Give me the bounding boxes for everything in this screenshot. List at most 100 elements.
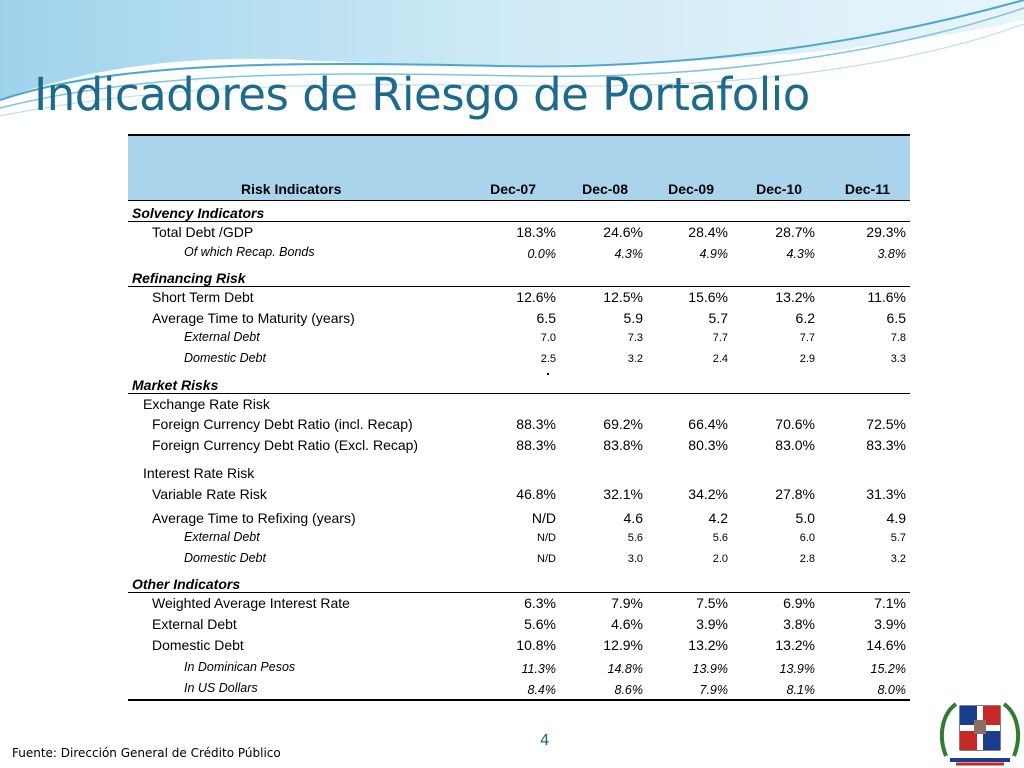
table-cell: 46.8%: [516, 485, 556, 502]
row-label: Interest Rate Risk: [143, 465, 255, 482]
header-risk-indicators: Risk Indicators: [241, 181, 342, 197]
table-cell: 3.9%: [874, 615, 906, 632]
table-cell: 88.3%: [516, 416, 556, 433]
table-cell: 18.3%: [516, 224, 556, 240]
table-header-row: Risk Indicators Dec-07 Dec-08 Dec-09 Dec…: [128, 136, 910, 201]
table-cell: 4.3%: [786, 246, 816, 261]
table-cell: 12.6%: [516, 289, 556, 306]
table-cell: 6.5: [886, 309, 906, 326]
header-wave-banner: [0, 0, 1024, 117]
table-cell: 3.3: [890, 352, 906, 365]
table-row: Domestic Debt N/D 3.0 2.0 2.8 3.2: [128, 549, 910, 570]
row-label: Average Time to Maturity (years): [152, 309, 355, 326]
source-footnote: Fuente: Dirección General de Crédito Púb…: [12, 746, 281, 760]
table-row: Domestic Debt 2.5 3.2 2.4 2.9 3.3: [128, 349, 910, 370]
table-row: External Debt N/D 5.6 5.6 6.0 5.7: [128, 528, 910, 549]
table-cell: 4.3%: [614, 246, 644, 261]
row-label: Of which Recap. Bonds: [184, 244, 315, 259]
table-cell: 5.6: [627, 532, 643, 545]
table-cell: 3.8%: [783, 615, 815, 632]
table-row: Average Time to Maturity (years) 6.5 5.9 5.…: [128, 308, 910, 329]
table-cell: 7.3: [627, 332, 643, 345]
table-cell: 8.4%: [527, 682, 557, 697]
table-row: Exchange Rate Risk: [128, 394, 910, 415]
table-cell: 83.3%: [866, 436, 906, 453]
table-cell: N/D: [537, 532, 556, 545]
page-number: 4: [540, 731, 550, 749]
table-cell: 13.9%: [779, 662, 815, 677]
section-label: Refinancing Risk: [132, 270, 246, 287]
table-cell: 7.7: [712, 332, 728, 345]
table-cell: 14.6%: [866, 636, 906, 653]
table-cell: 28.4%: [688, 224, 728, 240]
row-label: Weighted Average Interest Rate: [152, 595, 350, 612]
table-cell: 7.8: [890, 332, 906, 345]
table-cell: 5.6%: [524, 615, 556, 632]
slide-title: Indicadores de Riesgo de Portafolio: [34, 68, 810, 121]
table-cell: 2.0: [712, 552, 728, 565]
table-row: External Debt 7.0 7.3 7.7 7.7 7.8: [128, 328, 910, 349]
table-cell: 2.9: [799, 352, 815, 365]
row-label: In Dominican Pesos: [184, 660, 296, 675]
table-cell: 88.3%: [516, 436, 556, 453]
table-cell: 11.6%: [867, 289, 906, 306]
table-cell: 6.5: [536, 309, 556, 326]
table-row: Weighted Average Interest Rate 6.3% 7.9% 7.…: [128, 593, 910, 614]
table-cell: 5.0: [795, 509, 815, 526]
row-label: Average Time to Refixing (years): [152, 509, 356, 526]
row-label: Domestic Debt: [184, 550, 266, 565]
table-cell: 3.8%: [877, 246, 907, 261]
row-label: Domestic Debt: [152, 636, 244, 653]
table-row: Total Debt /GDP 18.3% 24.6% 28.4% 28.7% 29.3%: [128, 222, 910, 243]
section-label: Solvency Indicators: [132, 205, 265, 221]
table-row: Average Time to Refixing (years) N/D 4.6 4.…: [128, 508, 910, 529]
table-cell: 27.8%: [775, 485, 815, 502]
row-label: Variable Rate Risk: [152, 485, 267, 502]
table-cell: 6.9%: [783, 595, 815, 612]
table-cell: 6.2: [795, 309, 815, 326]
table-cell: 7.1%: [874, 595, 906, 612]
table-cell: 4.6: [623, 509, 643, 526]
table-row: Of which Recap. Bonds 0.0% 4.3% 4.9% 4.3% 3.8…: [128, 243, 910, 264]
table-cell: 14.8%: [607, 662, 643, 677]
table-cell: 29.3%: [866, 224, 906, 240]
table-cell: 4.6%: [611, 615, 643, 632]
table-cell: 3.2: [890, 552, 906, 565]
table-row: Variable Rate Risk 46.8% 32.1% 34.2% 27.8% 31…: [128, 484, 910, 505]
table-cell: 34.2%: [688, 485, 728, 502]
table-cell: 4.9%: [699, 246, 729, 261]
section-label: Market Risks: [132, 376, 219, 393]
table-cell: 2.5: [540, 352, 556, 365]
table-section-row: Solvency Indicators: [128, 201, 910, 222]
row-label: Exchange Rate Risk: [143, 395, 270, 412]
row-label: External Debt: [184, 330, 260, 345]
table-row: Domestic Debt 10.8% 12.9% 13.2% 13.2% 14.6%: [128, 635, 910, 656]
table-cell: 6.3%: [524, 595, 556, 612]
table-row: Short Term Debt 12.6% 12.5% 15.6% 13.2% 11.6%: [128, 287, 910, 308]
row-label: Total Debt /GDP: [152, 224, 254, 240]
row-label: In US Dollars: [184, 680, 258, 695]
table-cell: 7.0: [540, 332, 556, 345]
header-year: Dec-10: [756, 181, 802, 197]
table-cell: 80.3%: [688, 436, 728, 453]
table-cell: 3.2: [627, 352, 643, 365]
table-cell: 12.5%: [603, 289, 643, 306]
table-cell: 7.7: [799, 332, 815, 345]
table-cell: 0.0%: [527, 246, 557, 261]
table-cell: 5.7: [890, 532, 906, 545]
table-row: Interest Rate Risk: [128, 463, 910, 484]
table-cell: 8.6%: [614, 682, 644, 697]
table-cell: 83.8%: [603, 436, 643, 453]
table-cell: 31.3%: [866, 485, 906, 502]
table-section-row: Market Risks: [128, 373, 910, 394]
table-cell: 15.2%: [870, 662, 906, 677]
table-cell: 5.7: [708, 309, 728, 326]
national-coat-of-arms-icon: [939, 702, 1021, 766]
table-cell: 8.0%: [877, 682, 907, 697]
table-cell: 3.9%: [696, 615, 728, 632]
table-cell: 3.0: [627, 552, 643, 565]
row-label: Foreign Currency Debt Ratio (incl. Recap…: [152, 416, 413, 433]
row-label: External Debt: [152, 615, 237, 632]
table-cell: 5.6: [712, 532, 728, 545]
stray-dot: [547, 373, 549, 375]
